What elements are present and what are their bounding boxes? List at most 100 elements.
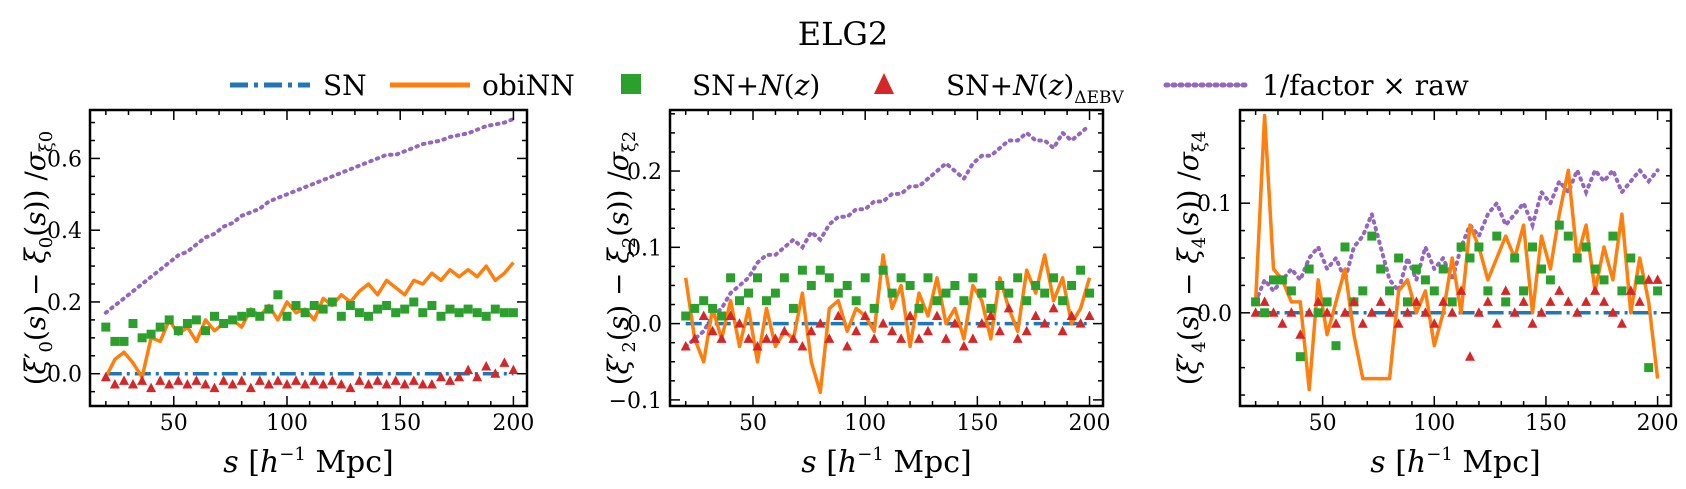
xi2-snnz-point bbox=[806, 281, 816, 290]
xi2-snnz-point bbox=[914, 303, 924, 313]
xi2-snnzebv-point bbox=[716, 333, 727, 343]
xi0-snnz-point bbox=[101, 322, 111, 332]
xi0-snnzebv-point bbox=[146, 382, 157, 393]
xi2-snnz-point bbox=[1004, 288, 1014, 298]
xi0-snnzebv-point bbox=[191, 375, 202, 385]
xi2-snnzebv-point bbox=[878, 318, 889, 328]
xi2-snnz-point bbox=[905, 281, 915, 290]
xi0-snnzebv-point bbox=[481, 361, 492, 371]
xi0-xtick-label: 200 bbox=[492, 411, 534, 436]
xi0-snnz-point bbox=[454, 308, 464, 318]
xi4-snnz-point bbox=[1277, 275, 1287, 285]
xi2-snnz-point bbox=[690, 303, 700, 313]
xi2-snnzebv-point bbox=[1003, 302, 1014, 313]
xi2-snnzebv-point bbox=[698, 310, 709, 320]
xi0-snnz-point bbox=[336, 311, 346, 321]
xi4-snnz-point bbox=[1313, 308, 1323, 318]
xi4-snnzebv-point bbox=[1420, 307, 1431, 317]
xi2-snnzebv-point bbox=[985, 310, 996, 320]
xi4-snnzebv-point bbox=[1599, 296, 1609, 306]
xi4-snnzebv-point bbox=[1322, 307, 1333, 317]
xi2-snnz-point bbox=[753, 273, 762, 283]
xi4-snnzebv-point bbox=[1438, 296, 1449, 306]
xi0-snnzebv-point bbox=[254, 375, 265, 385]
xi4-snnzebv-point bbox=[1313, 296, 1324, 306]
xi2-snnzebv-point bbox=[851, 325, 862, 336]
xi4-snnz-point bbox=[1626, 253, 1636, 263]
xi2-snnz-point bbox=[770, 288, 780, 298]
xi4-snnz-point bbox=[1447, 297, 1457, 307]
xi0-snnz-point bbox=[137, 333, 147, 343]
xi4-snnzebv-point bbox=[1348, 296, 1359, 306]
panel-xi0: 50 100 150 200 0.0 0.2 0.4 0.6 s [h−1 Mpc] (ξ′0… bbox=[19, 108, 534, 480]
xi0-snnzebv-point bbox=[336, 379, 347, 389]
xi4-snnz-point bbox=[1403, 297, 1412, 307]
panel-xi2-xlabel: s [h−1 Mpc] bbox=[801, 444, 972, 480]
panel-xi2: 50 100 150 200 −0.1 0.0 0.1 0.2 s [h−1 Mpc] (ξ′… bbox=[602, 108, 1111, 480]
xi0-snnz-point bbox=[409, 297, 419, 307]
xi0-xtick-label: 50 bbox=[160, 411, 188, 436]
xi2-snnz-point bbox=[968, 273, 978, 283]
xi0-snnz-point bbox=[309, 301, 319, 310]
xi4-snnzebv-point bbox=[1250, 307, 1261, 317]
xi0-snnz-point bbox=[246, 308, 256, 318]
xi4-snnzebv-point bbox=[1473, 307, 1484, 317]
xi4-snnzebv-point bbox=[1259, 296, 1270, 306]
xi4-snnz-point bbox=[1653, 286, 1663, 296]
xi0-snnz-point bbox=[463, 304, 473, 314]
xi4-snnzebv-point bbox=[1616, 318, 1627, 328]
panel-xi4-marks bbox=[1250, 113, 1663, 392]
xi2-snnzebv-point bbox=[761, 333, 772, 343]
xi4-snnzebv-point bbox=[1554, 285, 1565, 295]
xi2-snnz-point bbox=[950, 281, 960, 290]
xi0-snnzebv-point bbox=[309, 375, 320, 385]
xi0-snnzebv-point bbox=[209, 382, 220, 393]
xi2-snnzebv-point bbox=[680, 341, 691, 351]
xi2-snnz-point bbox=[842, 281, 852, 290]
xi4-snnz-point bbox=[1331, 341, 1341, 351]
legend-snnz-label: SN+N(z) bbox=[692, 69, 820, 102]
xi0-snnzebv-point bbox=[381, 379, 392, 389]
xi0-snnzebv-point bbox=[490, 368, 501, 378]
xi4-snnzebv-point bbox=[1357, 318, 1368, 328]
xi2-snnzebv-point bbox=[797, 341, 808, 351]
xi4-snnzebv-point bbox=[1491, 318, 1502, 328]
xi0-snnz-point bbox=[345, 301, 355, 310]
xi0-snnzebv-point bbox=[390, 375, 401, 385]
xi4-snnz-point bbox=[1474, 242, 1484, 252]
panel-xi2-ticks: 50 100 150 200 −0.1 0.0 0.1 0.2 bbox=[609, 110, 1111, 436]
xi0-ytick-label: 0.2 bbox=[47, 291, 82, 316]
xi0-snnz-point bbox=[300, 308, 310, 318]
xi4-snnz-point bbox=[1483, 286, 1493, 296]
xi4-snnzebv-point bbox=[1500, 285, 1511, 295]
xi4-ytick-label: 0.1 bbox=[1197, 192, 1232, 217]
xi0-snnz-point bbox=[219, 319, 229, 328]
xi2-snnzebv-point bbox=[734, 318, 745, 328]
panel-xi0-ylabel: (ξ′0(s) − ξ0(s)) /σξ0 bbox=[19, 131, 57, 386]
xi4-plot-area bbox=[1250, 113, 1663, 392]
xi2-snnz-point bbox=[1013, 273, 1023, 283]
xi2-snnz-point bbox=[932, 296, 942, 306]
xi4-snnzebv-point bbox=[1429, 318, 1440, 328]
xi2-snnzebv-point bbox=[1030, 310, 1041, 320]
xi0-snnzebv-point bbox=[119, 375, 129, 385]
xi2-snnzebv-point bbox=[1021, 325, 1032, 336]
xi0-snnzebv-point bbox=[291, 375, 301, 385]
xi4-snnz-point bbox=[1563, 231, 1573, 241]
xi0-snnzebv-point bbox=[100, 371, 111, 382]
xi0-snnzebv-point bbox=[173, 375, 184, 385]
xi2-xtick-label: 50 bbox=[739, 411, 767, 436]
xi0-snnzebv-point bbox=[318, 379, 329, 389]
xi2-snnz-point bbox=[1058, 296, 1068, 306]
xi0-snnzebv-point bbox=[109, 379, 120, 389]
xi4-snnz-point bbox=[1322, 297, 1332, 307]
xi0-snnzebv-point bbox=[200, 379, 211, 389]
xi2-snnzebv-point bbox=[994, 325, 1005, 336]
xi4-snnz-point bbox=[1590, 264, 1600, 274]
xi0-snnz-point bbox=[155, 322, 165, 332]
xi0-snnzebv-point bbox=[245, 382, 256, 393]
xi4-snnz-point bbox=[1644, 363, 1654, 373]
xi4-snnz-point bbox=[1554, 220, 1564, 230]
legend-snnz-handle bbox=[621, 74, 641, 94]
xi0-snnz-point bbox=[128, 319, 138, 328]
